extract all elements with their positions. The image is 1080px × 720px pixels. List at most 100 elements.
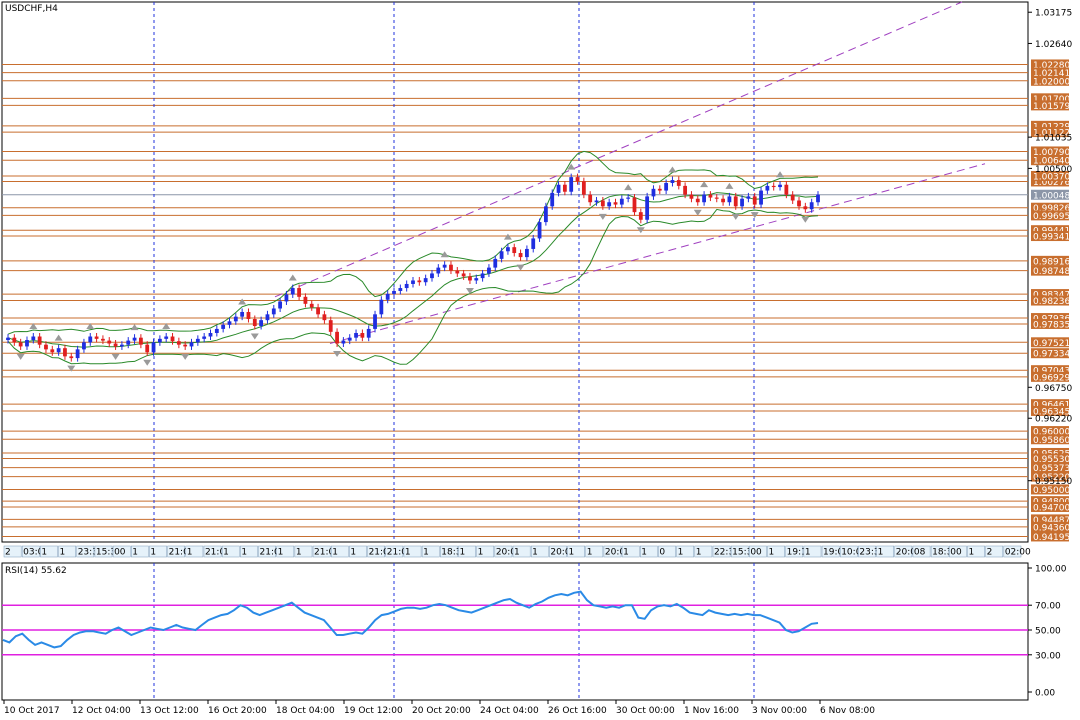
candle-body-43 <box>278 301 283 309</box>
time-chip-label-22: 1 <box>405 548 411 558</box>
time-chip-label-13: 1 <box>241 548 247 558</box>
candle-body-79 <box>506 247 510 252</box>
trend-channel-layer <box>274 1 986 344</box>
time-chip-label-7: 1 <box>132 548 138 558</box>
candle-body-98 <box>626 197 631 199</box>
fractal-up-45 <box>288 274 297 281</box>
level-label-20: 0.97835 <box>1033 320 1070 330</box>
candle-body-0 <box>6 337 10 341</box>
x-label-3: 16 Oct 20:00 <box>208 706 267 716</box>
candle-body-48 <box>309 303 314 308</box>
time-chip-label-46: 10:00 <box>841 548 867 558</box>
level-tag-26 <box>1031 405 1069 416</box>
candle-body-45 <box>290 288 295 295</box>
time-chip-47 <box>858 545 876 558</box>
level-tag-2 <box>1031 75 1069 86</box>
candle-body-78 <box>499 251 504 259</box>
fractal-down-2 <box>16 353 25 360</box>
x-label-6: 20 Oct 20:00 <box>412 706 471 716</box>
candle-body-76 <box>487 267 491 274</box>
candle-body-71 <box>455 270 460 274</box>
main-title: USDCHF,H4 <box>5 4 58 14</box>
rsi-tick-label-4: 0.00 <box>1035 689 1055 699</box>
candle-body-33 <box>214 328 219 334</box>
fractal-down-28 <box>181 353 190 360</box>
candle-body-65 <box>417 280 422 283</box>
candle-body-59 <box>379 299 384 315</box>
time-chip-35 <box>640 545 658 558</box>
candle-body-44 <box>284 294 289 302</box>
candle-body-126 <box>803 206 808 210</box>
level-label-22: 0.97334 <box>1033 350 1070 360</box>
candle-body-70 <box>449 264 453 271</box>
time-chip-label-44: 1 <box>805 548 811 558</box>
candle-body-107 <box>683 185 688 195</box>
candle-body-20 <box>132 337 137 341</box>
time-chip-25 <box>458 545 476 558</box>
time-chip-label-36: 0 <box>659 548 665 558</box>
candle-body-111 <box>708 194 713 198</box>
time-chip-21 <box>385 545 404 558</box>
level-label-4: 1.01579 <box>1033 102 1070 112</box>
candle-body-127 <box>809 202 814 210</box>
time-chip-label-48: 1 <box>878 548 884 558</box>
candle-body-84 <box>537 222 542 239</box>
level-label-8: 1.00640 <box>1033 157 1070 167</box>
candle-body-105 <box>670 180 675 183</box>
price-tick-label-2: 1.01035 <box>1035 134 1072 144</box>
level-label-32: 0.95220 <box>1033 473 1070 483</box>
fractal-down-81 <box>516 264 525 271</box>
candle-body-49 <box>316 307 320 315</box>
level-label-6: 1.01122 <box>1033 129 1070 139</box>
level-label-18: 0.98236 <box>1033 297 1070 307</box>
channel-upper <box>274 1 963 298</box>
level-tag-11 <box>1031 202 1069 213</box>
candle-body-72 <box>461 273 466 277</box>
candle-body-83 <box>531 238 536 249</box>
time-chip-label-31: 1 <box>569 548 575 558</box>
candle-body-18 <box>120 344 124 347</box>
level-tag-36 <box>1031 514 1069 525</box>
candle-body-85 <box>543 206 548 223</box>
candle-body-35 <box>227 321 232 325</box>
time-chip-label-21: 21:00 <box>387 548 413 558</box>
fractal-down-17 <box>111 353 120 360</box>
candle-body-73 <box>468 276 472 281</box>
candle-body-93 <box>594 200 599 203</box>
level-label-14: 0.99341 <box>1033 233 1070 243</box>
time-chip-label-38: 1 <box>696 548 702 558</box>
time-chip-48 <box>876 545 894 558</box>
time-chip-label-37: 1 <box>678 548 684 558</box>
level-tag-27 <box>1031 426 1069 437</box>
channel-lower <box>329 163 986 344</box>
rsi-tick-label-2: 50.00 <box>1035 627 1061 637</box>
time-chip-label-18: 1 <box>332 548 338 558</box>
candle-body-31 <box>202 336 207 339</box>
rsi-panel-frame <box>1 562 1029 701</box>
candle-body-7 <box>50 349 55 353</box>
time-chip-26 <box>476 545 495 558</box>
candle-body-118 <box>752 196 757 205</box>
fractal-up-20 <box>130 324 139 331</box>
time-chip-label-14: 21:00 <box>260 548 286 558</box>
level-label-10: 1.00370 <box>1033 172 1070 182</box>
time-chip-18 <box>330 545 349 558</box>
level-label-1: 1.02141 <box>1033 69 1070 79</box>
time-chip-54 <box>985 545 1004 558</box>
candle-body-53 <box>341 340 346 344</box>
level-label-16: 0.98748 <box>1033 267 1070 277</box>
level-label-28: 0.95860 <box>1033 436 1070 446</box>
level-tag-15 <box>1031 255 1069 266</box>
level-label-3: 1.01700 <box>1033 95 1070 105</box>
fractals-layer <box>16 163 810 372</box>
rsi-tick-label-3: 30.00 <box>1035 651 1061 661</box>
candle-body-28 <box>183 344 188 347</box>
fractal-up-105 <box>668 166 677 173</box>
band-middle <box>7 192 819 348</box>
candle-body-42 <box>271 308 276 315</box>
candle-body-50 <box>322 314 327 321</box>
level-label-27: 0.96000 <box>1033 428 1070 438</box>
level-tag-16 <box>1031 265 1069 276</box>
time-chip-23 <box>421 545 440 558</box>
time-chip-44 <box>803 545 822 558</box>
